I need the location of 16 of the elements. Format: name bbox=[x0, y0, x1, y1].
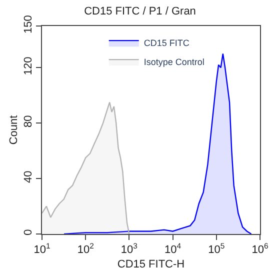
y-tick-label: 120 bbox=[22, 56, 35, 76]
y-tick-label: 150 bbox=[22, 15, 35, 34]
y-tick-label: 80 bbox=[22, 115, 35, 128]
x-tick-label: 10$^{2}$ bbox=[77, 242, 94, 256]
x-tick-label: 10$^{5}$ bbox=[208, 242, 225, 256]
x-tick-label: 10$^{6}$ bbox=[252, 242, 268, 256]
legend-label: Isotype Control bbox=[144, 57, 204, 68]
chart-title: CD15 FITC / P1 / Gran bbox=[84, 6, 196, 18]
x-tick-label: 10$^{3}$ bbox=[120, 242, 138, 256]
legend-label: CD15 FITC bbox=[144, 38, 190, 48]
x-axis-title: CD15 FITC-H bbox=[117, 258, 185, 270]
x-tick-label: 10$^{1}$ bbox=[34, 242, 50, 256]
x-tick-label: 10$^{4}$ bbox=[164, 242, 182, 256]
y-axis-title: Count bbox=[8, 115, 20, 145]
y-tick-label: 0 bbox=[22, 229, 35, 236]
y-tick-label: 40 bbox=[22, 170, 35, 184]
